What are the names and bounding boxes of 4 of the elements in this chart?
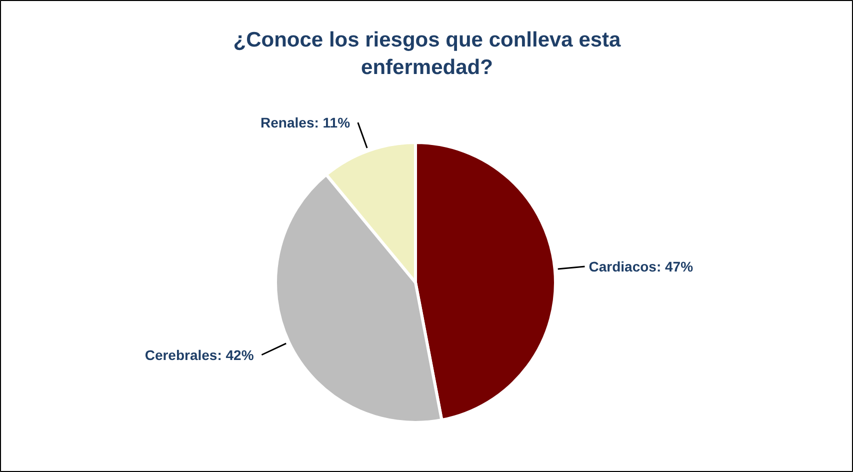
slice-label: Cardiacos: 47% bbox=[588, 258, 694, 274]
slice-label: Cerebrales: 42% bbox=[144, 346, 254, 363]
slice-label: Renales: 11% bbox=[260, 114, 351, 131]
chart-title: ¿Conoce los riesgos que conlleva esta enfermedad? bbox=[233, 28, 622, 80]
